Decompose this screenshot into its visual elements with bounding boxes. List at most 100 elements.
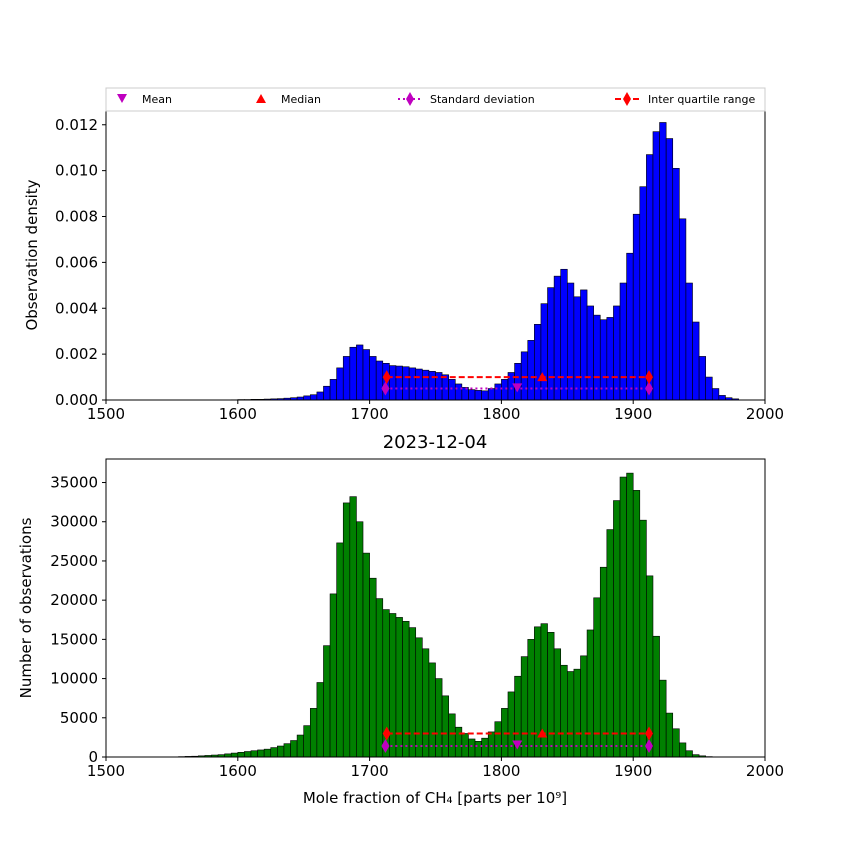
counts-bar [329,593,337,758]
counts-y-axis-label: Number of observations [17,517,35,698]
counts-panel-title: 2023-12-04 [383,432,488,453]
x-tick-label: 1500 [87,762,125,780]
x-tick-label: 1800 [482,405,520,423]
density-bar [520,351,529,401]
counts-bar [369,577,377,758]
counts-bar [507,691,515,758]
density-bar [698,356,706,401]
legend: Mean Median Standard deviation Inter qua… [105,87,766,112]
counts-bar [619,476,627,758]
density-bar [408,367,417,401]
counts-bar [448,713,456,758]
density-bar [514,363,522,401]
density-bar [573,296,581,401]
counts-bar [270,747,278,758]
counts-bar [652,635,660,758]
density-bar [487,388,496,401]
mean-marker-icon [117,94,127,103]
counts-bar [487,731,496,758]
legend-item-std: Standard deviation [398,92,535,106]
density-bar [527,340,535,401]
density-bar [448,379,456,401]
counts-x-axis-label: Mole fraction of CH₄ [parts per 10⁹] [303,789,567,807]
counts-bar [316,682,324,758]
density-bar [632,213,641,401]
counts-bar [639,519,647,758]
counts-bars [178,472,713,758]
density-bar [685,282,693,401]
density-bar [329,379,337,401]
density-bar [711,388,720,401]
counts-bar [566,671,575,758]
density-bar [665,138,674,401]
y-tick-label: 5000 [60,709,98,727]
density-bar [553,275,562,401]
iqr-marker [382,726,391,741]
counts-bar [277,745,285,758]
counts-bar [296,734,304,758]
density-bar [309,394,318,401]
mean-marker [512,383,523,393]
y-tick-label: 0.000 [55,391,98,409]
counts-bar [309,708,318,758]
density-bar [481,390,489,401]
counts-bar [599,566,608,758]
density-bar [560,268,568,401]
legend-iqr-label: Inter quartile range [648,93,755,106]
std-marker [381,739,390,754]
counts-bar [402,621,410,758]
legend-mean-label: Mean [142,93,172,106]
density-bar [534,324,542,401]
x-tick-label: 1700 [351,762,389,780]
iqr-marker [382,370,391,385]
density-bar [342,356,351,401]
density-bar [566,282,575,401]
density-bar [303,395,311,401]
counts-bar [230,752,239,758]
density-bar [375,360,384,401]
counts-bar [665,712,674,758]
y-tick-label: 20000 [50,591,98,609]
counts-bar [257,749,265,758]
y-tick-label: 35000 [50,474,98,492]
counts-bar [547,632,555,758]
counts-bar [454,726,463,758]
counts-bar [553,648,562,758]
std-marker [645,381,654,396]
std-marker [645,739,654,754]
density-bar [580,289,588,401]
density-bars [230,122,739,401]
density-bar [336,367,344,401]
density-bar [705,376,713,401]
x-tick-label: 1800 [482,762,520,780]
density-bar [349,346,357,401]
density-bar [389,365,397,401]
density-bar [672,168,680,401]
iqr-marker [645,726,654,741]
counts-bar [659,679,667,758]
density-bar [652,131,660,401]
density-bar [323,385,331,401]
counts-bar [395,617,403,758]
density-bar [547,287,555,401]
counts-bar [422,648,430,758]
y-tick-label: 0.006 [55,253,98,271]
density-bar [402,366,410,401]
density-bar [494,383,502,401]
counts-bar [356,521,364,758]
counts-bar [626,472,634,758]
legend-box [105,87,766,112]
counts-bar [237,751,245,758]
counts-bar [679,742,687,758]
counts-bar [672,728,680,758]
density-y-axis-label: Observation density [23,179,41,330]
counts-bar [303,725,311,758]
counts-bar [408,627,417,758]
x-tick-label: 1600 [219,405,257,423]
counts-bar [461,733,469,758]
iqr-marker-icon [623,92,631,106]
density-bar [501,379,509,401]
counts-bar [468,738,476,758]
density-bar [639,186,647,401]
